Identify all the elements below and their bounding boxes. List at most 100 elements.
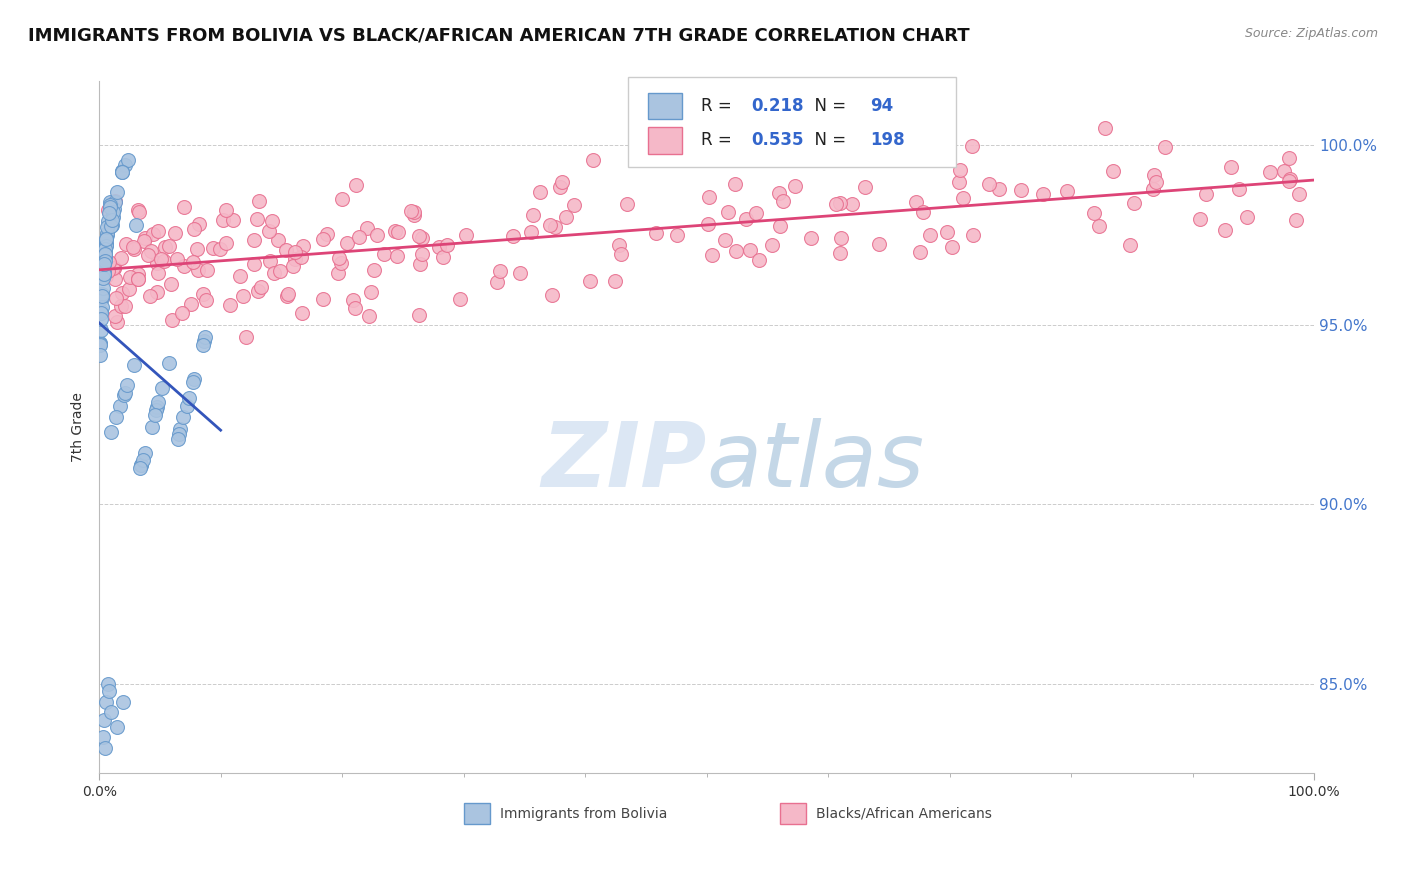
Y-axis label: 7th Grade: 7th Grade	[72, 392, 86, 462]
Point	[93, 257, 115, 271]
Point	[183, 372, 205, 386]
Point	[166, 252, 188, 267]
Point	[330, 192, 353, 206]
Point	[94, 239, 117, 253]
Point	[111, 165, 134, 179]
Point	[215, 235, 238, 250]
Point	[249, 280, 271, 294]
Point	[93, 267, 115, 281]
Point	[221, 213, 243, 227]
Point	[101, 261, 124, 276]
Point	[127, 271, 149, 285]
Point	[830, 230, 852, 244]
Point	[344, 301, 367, 315]
Point	[97, 203, 120, 218]
Point	[908, 245, 931, 260]
Point	[1154, 140, 1177, 154]
Point	[830, 196, 852, 211]
Point	[89, 337, 111, 351]
Point	[1213, 223, 1236, 237]
Point	[132, 235, 155, 249]
Point	[93, 271, 115, 285]
Point	[97, 206, 120, 220]
Point	[247, 284, 270, 298]
Point	[696, 217, 718, 231]
Point	[129, 458, 152, 473]
Point	[90, 306, 112, 320]
Point	[100, 706, 122, 720]
Point	[91, 291, 114, 305]
Point	[1083, 206, 1105, 220]
Point	[1119, 238, 1142, 252]
Point	[195, 293, 218, 307]
Point	[610, 247, 633, 261]
Point	[143, 408, 166, 422]
Point	[127, 271, 149, 285]
Point	[312, 292, 335, 306]
Point	[127, 268, 149, 282]
Point	[195, 263, 218, 277]
Point	[93, 265, 115, 279]
Point	[97, 254, 120, 268]
Point	[94, 741, 117, 756]
Point	[1032, 186, 1054, 201]
Point	[122, 243, 145, 257]
Point	[284, 252, 307, 266]
Point	[1195, 186, 1218, 201]
Point	[96, 269, 118, 284]
Point	[266, 233, 288, 247]
Point	[432, 250, 454, 264]
Point	[813, 147, 835, 161]
Point	[1272, 164, 1295, 178]
Point	[167, 426, 190, 441]
Point	[111, 164, 134, 178]
Point	[112, 695, 135, 709]
Point	[103, 194, 125, 208]
Point	[1278, 174, 1301, 188]
Point	[96, 695, 118, 709]
Point	[359, 309, 381, 323]
Point	[243, 257, 266, 271]
Point	[949, 162, 972, 177]
Point	[148, 394, 170, 409]
Point	[772, 194, 794, 209]
Point	[329, 255, 352, 269]
Point	[97, 263, 120, 277]
Point	[409, 257, 432, 271]
Point	[101, 210, 124, 224]
Point	[935, 225, 957, 239]
Point	[260, 213, 283, 227]
Point	[148, 266, 170, 280]
Point	[105, 315, 128, 329]
Point	[748, 252, 770, 267]
Point	[714, 233, 737, 247]
Point	[579, 274, 602, 288]
Point	[1102, 163, 1125, 178]
Text: atlas: atlas	[707, 417, 925, 506]
Point	[146, 255, 169, 269]
Point	[522, 208, 544, 222]
Point	[90, 311, 112, 326]
Point	[215, 202, 238, 217]
Point	[276, 288, 298, 302]
Point	[173, 200, 195, 214]
Point	[1144, 175, 1167, 189]
Point	[768, 186, 790, 201]
Point	[920, 228, 942, 243]
Point	[94, 248, 117, 262]
Bar	[648, 93, 682, 119]
Point	[1010, 183, 1032, 197]
Point	[110, 399, 132, 413]
Point	[825, 197, 848, 211]
Point	[1288, 187, 1310, 202]
Point	[149, 252, 172, 266]
Point	[401, 203, 423, 218]
Bar	[464, 803, 491, 824]
Point	[555, 210, 578, 224]
Point	[616, 197, 638, 211]
Point	[800, 231, 823, 245]
Point	[141, 420, 163, 434]
Point	[112, 388, 135, 402]
Point	[169, 422, 191, 436]
Point	[449, 292, 471, 306]
